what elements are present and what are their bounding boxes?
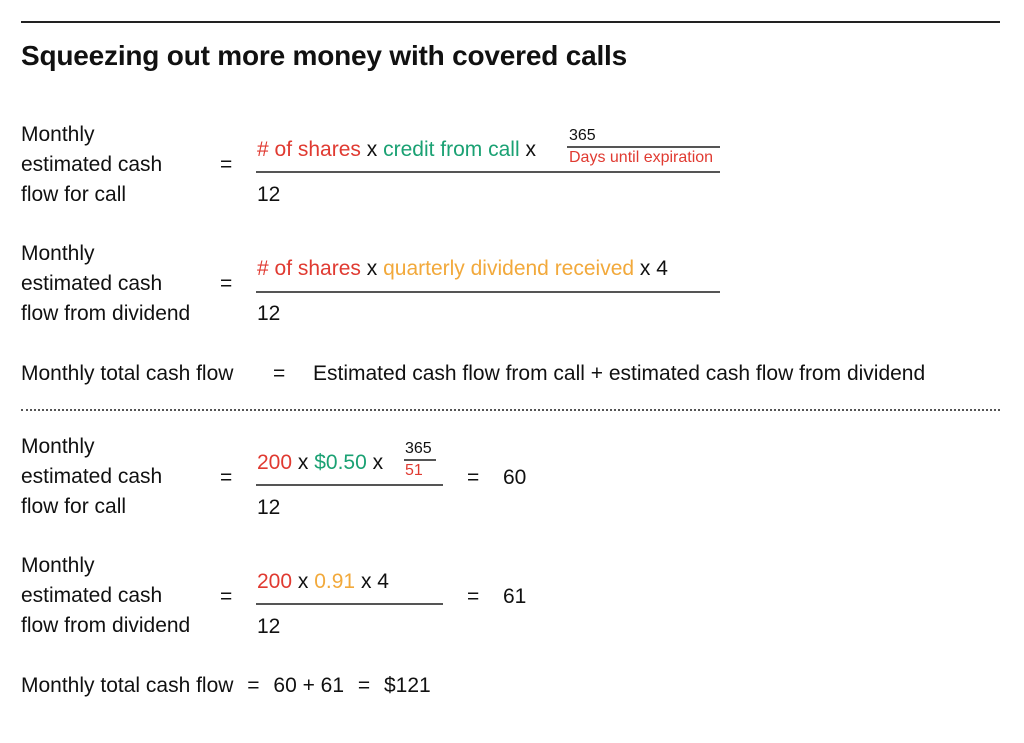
label-line: Monthly [21, 123, 95, 146]
equals-sign: = [220, 466, 233, 489]
formula-dividend-numerator: # of shares x quarterly dividend receive… [257, 257, 668, 281]
times-sign: x [525, 138, 536, 161]
shares-term: # of shares [257, 257, 361, 280]
formula-total-expression: Estimated cash flow from call + estimate… [313, 362, 926, 385]
formula-dividend-label: Monthly estimated cash flow from dividen… [21, 239, 190, 329]
equals-sign: = [220, 272, 233, 295]
example-dividend-numerator: 200 x 0.91 x 4 [257, 570, 389, 594]
formula-call-label: Monthly estimated cash flow for call [21, 120, 162, 210]
fraction-line [256, 484, 443, 486]
label-line: Monthly [21, 242, 95, 265]
sum-expression: 60 + 61 [273, 674, 345, 697]
label-line: Monthly [21, 435, 95, 458]
shares-value: 200 [257, 570, 293, 593]
times-sign: x [297, 451, 309, 474]
fraction-line [256, 291, 720, 293]
dividend-value: 0.91 [314, 570, 356, 593]
total-result: $121 [384, 674, 431, 697]
example-dividend-label: Monthly estimated cash flow from dividen… [21, 551, 190, 641]
label-line: estimated cash [21, 465, 163, 488]
result-value: 60 [503, 466, 527, 489]
days-term: Days until expiration [569, 149, 714, 166]
label-line: Monthly [21, 554, 95, 577]
credit-value: $0.50 [314, 451, 367, 474]
label-line: estimated cash [21, 584, 163, 607]
times-sign: x [366, 138, 378, 161]
formula-total-label: Monthly total cash flow [21, 362, 234, 385]
denominator: 12 [257, 302, 281, 325]
times-four: x 4 [639, 257, 668, 280]
denominator: 12 [257, 615, 281, 638]
label-line: flow for call [21, 495, 127, 518]
shares-term: # of shares [257, 138, 361, 161]
equals-sign: = [220, 585, 233, 608]
sub-numerator: 365 [405, 440, 432, 457]
label-line: flow from dividend [21, 614, 191, 637]
denominator: 12 [257, 496, 281, 519]
page-title: Squeezing out more money with covered ca… [21, 40, 627, 71]
label-line: flow for call [21, 183, 127, 206]
equals-sign: = [467, 466, 480, 489]
sub-fraction-line [404, 459, 436, 461]
result-value: 61 [503, 585, 527, 608]
credit-term: credit from call [383, 138, 520, 161]
equals-sign: = [273, 362, 286, 385]
sub-fraction-line [567, 146, 720, 148]
equals-sign: = [467, 585, 480, 608]
equals-sign: = [247, 674, 260, 697]
dividend-term: quarterly dividend received [383, 257, 635, 280]
fraction-line [256, 603, 443, 605]
times-sign: x [366, 257, 378, 280]
days-value: 51 [405, 462, 423, 479]
times-sign: x [297, 570, 309, 593]
label-line: estimated cash [21, 153, 163, 176]
equals-sign: = [220, 153, 233, 176]
times-four: x 4 [360, 570, 389, 593]
times-sign: x [372, 451, 384, 474]
label-line: estimated cash [21, 272, 163, 295]
example-call-label: Monthly estimated cash flow for call [21, 432, 162, 522]
equals-sign: = [357, 674, 371, 697]
example-total: Monthly total cash flow = 60 + 61 = $121 [21, 674, 431, 698]
label-line: flow from dividend [21, 302, 191, 325]
fraction-line [256, 171, 720, 173]
denominator: 12 [257, 183, 281, 206]
formula-call-numerator: # of shares x credit from call x [257, 138, 536, 162]
section-divider [21, 409, 1000, 411]
shares-value: 200 [257, 451, 293, 474]
top-rule [21, 21, 1000, 23]
sub-numerator: 365 [569, 127, 596, 144]
example-total-label: Monthly total cash flow [21, 674, 234, 697]
example-call-numerator: 200 x $0.50 x [257, 451, 383, 475]
